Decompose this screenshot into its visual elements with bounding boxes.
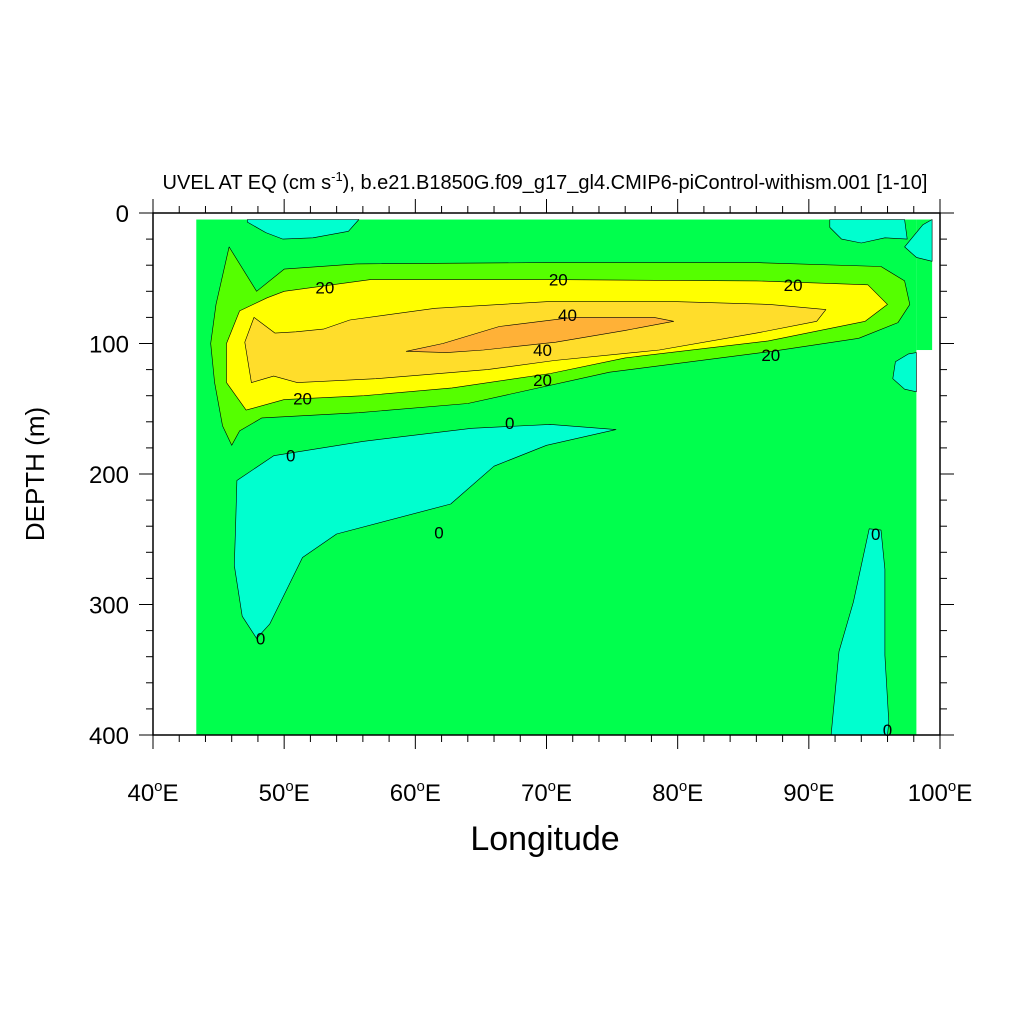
- x-tick-unit: E: [556, 780, 572, 807]
- y-tick-label: 0: [116, 201, 129, 228]
- contour-labels: 20 20 20 20 20 20 40 40 0 0 0 0 0 0: [256, 271, 892, 740]
- title-suffix: ), b.e21.B1850G.f09_g17_gl4.CMIP6-piCont…: [343, 172, 928, 194]
- x-axis-title: Longitude: [470, 820, 619, 858]
- x-tick-label: 70oE: [521, 778, 572, 807]
- contour-label: 0: [286, 447, 295, 466]
- title-superscript: -1: [331, 169, 343, 184]
- y-tick-label: 300: [89, 593, 129, 620]
- x-tick-number: 60: [390, 780, 417, 807]
- y-tick-label: 200: [89, 462, 129, 489]
- y-axis-title: DEPTH (m): [20, 407, 50, 541]
- chart-title: UVEL AT EQ (cm s-1), b.e21.B1850G.f09_g1…: [163, 169, 928, 194]
- contour-label: 0: [256, 629, 265, 648]
- contour-region-negative-east-edge-upper: [904, 219, 933, 262]
- x-tick-degree: o: [548, 778, 556, 795]
- x-tick-label: 50oE: [259, 778, 310, 807]
- contour-label: 20: [533, 371, 552, 390]
- x-tick-degree: o: [154, 778, 162, 795]
- contour-fills: [196, 219, 933, 736]
- contour-label: 20: [315, 278, 334, 297]
- y-tick-label: 100: [89, 332, 129, 359]
- contour-label: 20: [761, 346, 780, 365]
- contour-region-negative-subsurface-west: [234, 424, 617, 639]
- contour-label: 0: [434, 524, 443, 543]
- x-tick-label: 90oE: [783, 778, 834, 807]
- x-tick-number: 80: [652, 780, 679, 807]
- x-tick-unit: E: [425, 780, 441, 807]
- x-tick-unit: E: [956, 780, 972, 807]
- x-tick-unit: E: [163, 780, 179, 807]
- title-prefix: UVEL AT EQ (cm s: [163, 172, 332, 194]
- x-tick-number: 50: [259, 780, 286, 807]
- contour-region-negative-top-west: [247, 219, 360, 240]
- x-tick-unit: E: [294, 780, 310, 807]
- contour-label: 0: [883, 721, 892, 740]
- contour-label: 20: [293, 389, 312, 408]
- x-tick-degree: o: [679, 778, 687, 795]
- x-tick-label: 100oE: [908, 778, 972, 807]
- contour-region-negative-subsurface-east: [830, 528, 890, 736]
- contour-label: 40: [558, 306, 577, 325]
- x-tick-label: 80oE: [652, 778, 703, 807]
- contour-label: 20: [549, 271, 568, 290]
- x-tick-degree: o: [285, 778, 293, 795]
- contour-label: 20: [784, 276, 803, 295]
- contour-region-negative-top-east: [829, 219, 908, 244]
- x-axis: 40oE 50oE 60oE 70oE 80oE 90oE 100oE: [127, 199, 972, 807]
- x-tick-unit: E: [818, 780, 834, 807]
- x-tick-degree: o: [948, 778, 956, 795]
- y-tick-label: 400: [89, 723, 129, 750]
- x-tick-label: 60oE: [390, 778, 441, 807]
- x-tick-number: 70: [521, 780, 548, 807]
- x-tick-degree: o: [810, 778, 818, 795]
- contour-region-negative-east-edge-lower: [892, 352, 917, 393]
- contour-label: 0: [871, 525, 880, 544]
- x-tick-label: 40oE: [127, 778, 178, 807]
- x-tick-number: 100: [908, 780, 948, 807]
- x-tick-unit: E: [687, 780, 703, 807]
- contour-region-positive-40-plus: [405, 317, 675, 353]
- x-tick-degree: o: [417, 778, 425, 795]
- contour-label: 40: [533, 341, 552, 360]
- x-tick-number: 40: [127, 780, 154, 807]
- contour-label: 0: [505, 414, 514, 433]
- x-tick-number: 90: [783, 780, 810, 807]
